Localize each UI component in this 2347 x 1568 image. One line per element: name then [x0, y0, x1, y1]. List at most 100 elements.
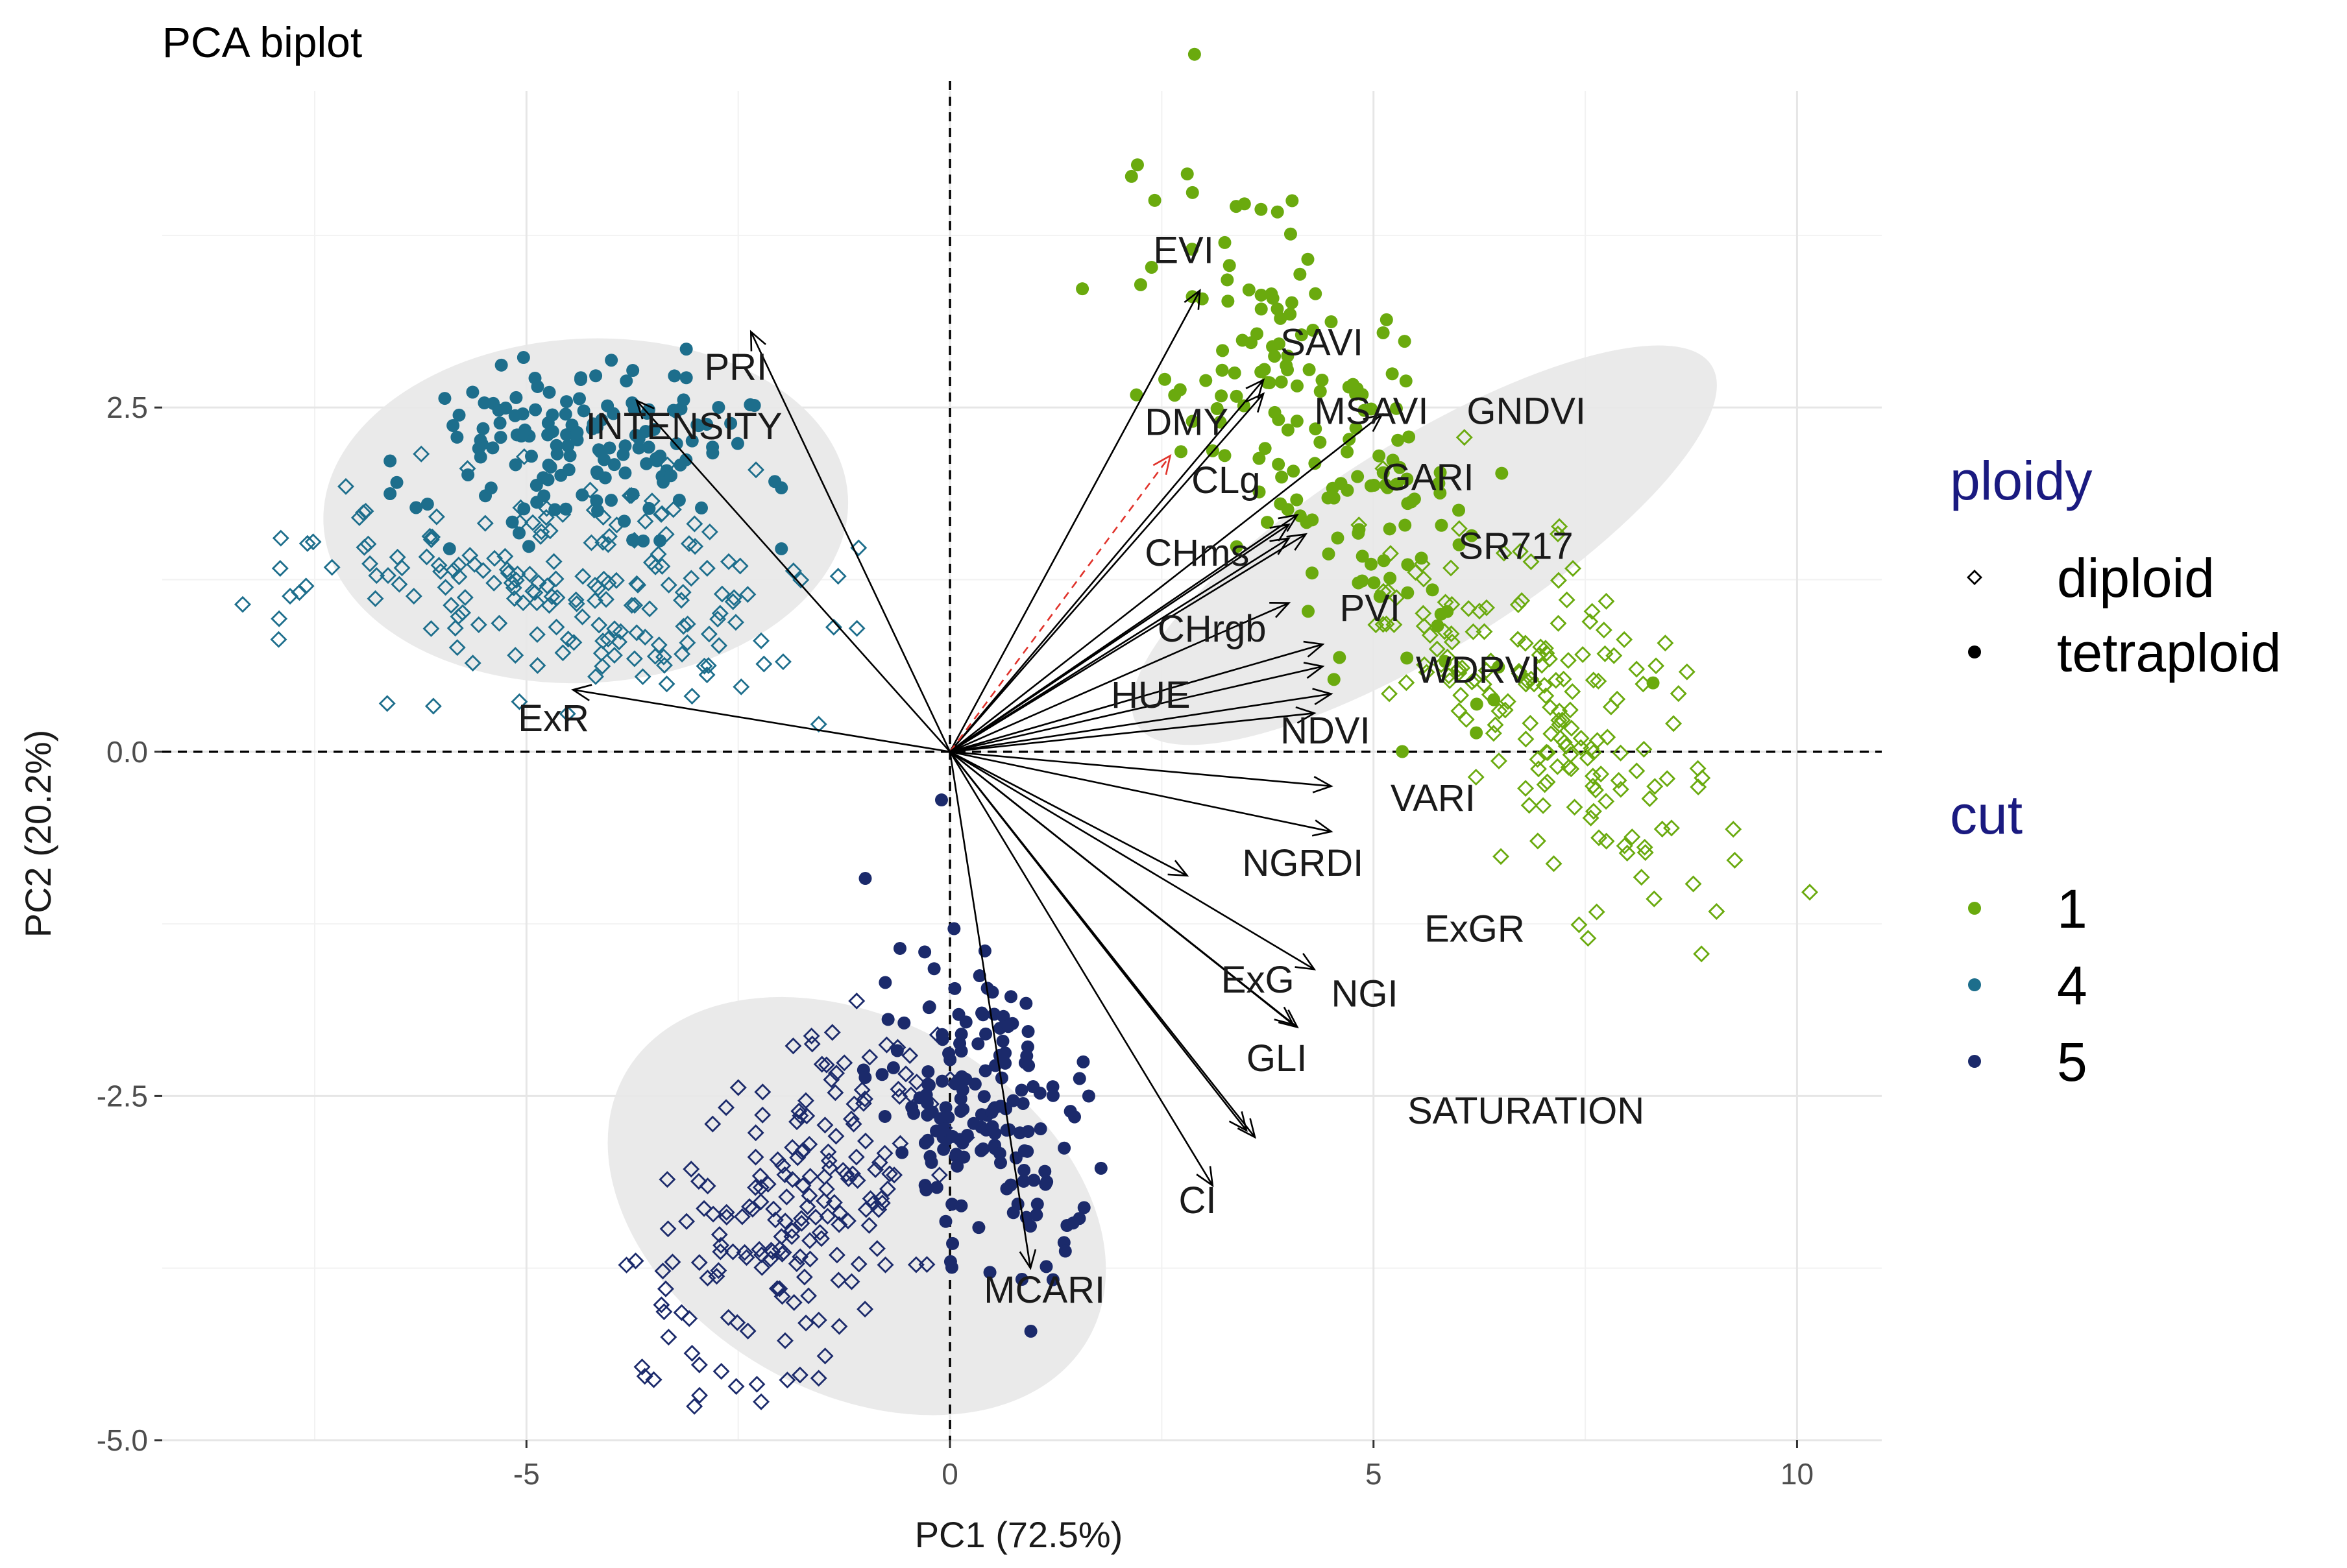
point-diploid-cut-5: [868, 1240, 886, 1257]
point-tetraploid-cut-5: [956, 1083, 969, 1097]
point-tetraploid-cut-5: [886, 1061, 900, 1074]
loading-label-exr: ExR: [518, 697, 589, 740]
point-diploid-cut-4: [713, 585, 731, 603]
point-diploid-cut-4: [848, 620, 866, 637]
point-tetraploid-cut-1: [1145, 261, 1158, 274]
loading-arrow-dmy: [949, 455, 1171, 753]
point-diploid-cut-1: [1678, 663, 1696, 681]
point-diploid-cut-4: [507, 647, 524, 664]
point-diploid-cut-4: [543, 588, 561, 605]
point-diploid-cut-5: [798, 1107, 816, 1125]
point-diploid-cut-1: [1522, 670, 1540, 688]
loading-arrow-gndvi: [949, 413, 1383, 753]
point-tetraploid-cut-4: [450, 430, 464, 444]
point-diploid-cut-1: [1579, 749, 1596, 767]
point-tetraploid-cut-4: [618, 466, 632, 480]
point-tetraploid-cut-5: [1015, 1273, 1028, 1286]
point-diploid-cut-5: [958, 1129, 975, 1146]
loading-label-clg: CLg: [1191, 459, 1260, 501]
point-tetraploid-cut-1: [1306, 324, 1320, 337]
point-diploid-cut-4: [600, 631, 617, 648]
point-diploid-cut-4: [748, 461, 765, 479]
point-diploid-cut-5: [751, 1167, 769, 1185]
point-diploid-cut-4: [533, 523, 550, 540]
point-diploid-cut-5: [816, 1116, 834, 1134]
point-diploid-cut-4: [587, 592, 603, 609]
point-diploid-cut-5: [773, 1228, 790, 1246]
point-diploid-cut-5: [811, 1224, 829, 1241]
point-diploid-cut-5: [942, 1070, 959, 1088]
point-diploid-cut-5: [633, 1358, 651, 1376]
point-diploid-cut-1: [1584, 767, 1601, 785]
point-tetraploid-cut-4: [632, 431, 646, 445]
point-tetraploid-cut-4: [478, 396, 491, 410]
point-tetraploid-cut-1: [1285, 296, 1298, 309]
point-diploid-cut-4: [476, 514, 494, 532]
ellipse-cut-1: [1132, 345, 1717, 745]
loading-label-chms: CHms: [1145, 532, 1249, 574]
point-diploid-cut-1: [1599, 729, 1616, 746]
loading-label-gli: GLI: [1246, 1037, 1307, 1080]
point-diploid-cut-4: [674, 645, 691, 663]
point-diploid-cut-4: [270, 631, 287, 648]
point-diploid-cut-5: [764, 1243, 781, 1260]
point-tetraploid-cut-4: [650, 452, 663, 465]
point-tetraploid-cut-5: [897, 1016, 911, 1030]
point-tetraploid-cut-1: [1281, 423, 1295, 437]
loading-arrow-saturation: [949, 751, 1256, 1138]
loading-arrow-vari: [949, 751, 1332, 788]
point-diploid-cut-4: [515, 594, 532, 612]
point-tetraploid-cut-4: [472, 442, 485, 455]
legend-cut-1-symbol: [1968, 902, 1981, 915]
point-diploid-cut-5: [773, 1288, 791, 1305]
point-tetraploid-cut-4: [731, 437, 744, 450]
point-tetraploid-cut-1: [1076, 282, 1089, 296]
point-diploid-cut-4: [448, 639, 466, 657]
point-diploid-cut-5: [848, 992, 866, 1009]
point-diploid-cut-4: [496, 548, 514, 565]
point-tetraploid-cut-5: [986, 1120, 999, 1133]
point-diploid-cut-1: [1421, 627, 1439, 644]
point-tetraploid-cut-1: [1228, 366, 1241, 380]
point-diploid-cut-4: [594, 509, 612, 526]
point-tetraploid-cut-4: [508, 409, 522, 422]
point-diploid-cut-5: [796, 1268, 813, 1286]
y-tick-label: 0.0: [106, 735, 148, 769]
point-tetraploid-cut-1: [1186, 186, 1199, 199]
point-diploid-cut-4: [658, 675, 675, 693]
loading-arrowhead-pri: [749, 330, 766, 352]
point-diploid-cut-4: [524, 514, 542, 531]
point-tetraploid-cut-5: [956, 1136, 969, 1150]
point-diploid-cut-4: [466, 555, 483, 573]
point-diploid-cut-5: [627, 1252, 644, 1270]
point-diploid-cut-1: [1551, 703, 1568, 720]
point-diploid-cut-1: [1398, 674, 1415, 692]
loading-label-gndvi: GNDVI: [1466, 391, 1586, 433]
point-diploid-cut-1: [1726, 852, 1744, 869]
point-diploid-cut-4: [491, 614, 508, 632]
point-tetraploid-cut-5: [1077, 1201, 1091, 1214]
point-diploid-cut-1: [1628, 660, 1646, 678]
point-diploid-cut-1: [1529, 832, 1546, 850]
point-tetraploid-cut-1: [1383, 572, 1397, 585]
point-diploid-cut-4: [380, 567, 396, 585]
point-diploid-cut-1: [1487, 716, 1504, 734]
point-diploid-cut-1: [1531, 646, 1548, 664]
point-diploid-cut-4: [424, 528, 441, 546]
point-diploid-cut-1: [1581, 613, 1599, 631]
point-diploid-cut-4: [505, 579, 522, 597]
loading-arrowhead-gari: [1278, 513, 1299, 532]
point-tetraploid-cut-5: [952, 1007, 966, 1021]
point-diploid-cut-4: [413, 445, 430, 463]
point-diploid-cut-4: [623, 597, 640, 614]
point-diploid-cut-5: [830, 1272, 847, 1289]
point-tetraploid-cut-4: [679, 453, 693, 466]
point-tetraploid-cut-5: [996, 1034, 1010, 1048]
point-diploid-cut-4: [541, 522, 559, 540]
point-diploid-cut-5: [843, 1273, 860, 1290]
point-diploid-cut-1: [1592, 766, 1610, 783]
point-diploid-cut-4: [446, 620, 464, 637]
point-diploid-cut-4: [601, 527, 618, 545]
point-tetraploid-cut-1: [1280, 359, 1293, 372]
point-tetraploid-cut-1: [1254, 202, 1268, 216]
